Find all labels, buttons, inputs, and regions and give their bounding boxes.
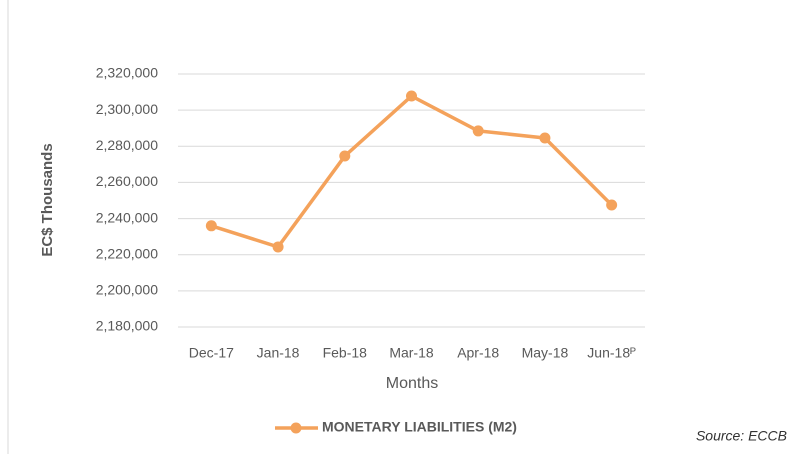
data-point <box>339 150 351 162</box>
data-point <box>205 220 217 232</box>
data-point <box>539 132 551 144</box>
x-tick-label: Jan-18 <box>257 345 300 361</box>
x-tick-label: May-18 <box>522 345 569 361</box>
y-tick-label: 2,280,000 <box>96 137 158 153</box>
x-tick-label: Mar-18 <box>389 345 434 361</box>
legend-marker <box>290 422 302 434</box>
data-point <box>472 125 484 137</box>
y-tick-label: 2,220,000 <box>96 245 158 261</box>
y-axis-title: EC$ Thousands <box>39 143 56 256</box>
y-tick-label: 2,320,000 <box>96 65 158 81</box>
x-tick-label: Apr-18 <box>457 345 499 361</box>
data-point <box>606 199 618 211</box>
x-tick-label: Dec-17 <box>189 345 234 361</box>
series-line <box>210 94 613 249</box>
y-tick-label: 2,180,000 <box>96 318 158 334</box>
data-point <box>406 90 417 102</box>
x-axis-title: Months <box>386 375 438 392</box>
data-point <box>272 241 284 253</box>
legend-label: MONETARY LIABILITIES (M2) <box>322 419 517 435</box>
y-tick-label: 2,240,000 <box>96 209 158 225</box>
y-tick-label: 2,200,000 <box>96 282 158 298</box>
source-note: Source: ECCB <box>696 428 787 444</box>
x-tick-label: Feb-18 <box>323 345 368 361</box>
x-tick-label: Jun-18ᴾ <box>587 345 636 361</box>
y-tick-label: 2,300,000 <box>96 101 158 117</box>
y-tick-label: 2,260,000 <box>96 173 158 189</box>
